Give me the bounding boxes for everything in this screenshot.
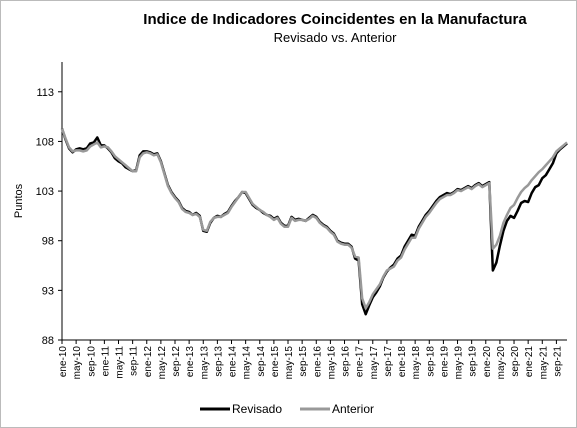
y-tick-label: 113	[36, 87, 54, 99]
x-tick-label: may-18	[411, 346, 422, 380]
x-tick-label: sep-19	[468, 346, 479, 377]
x-tick-label: may-21	[538, 346, 549, 380]
y-tick-label: 93	[42, 285, 54, 297]
x-tick-label: sep-16	[341, 346, 352, 377]
x-tick-label: ene-14	[228, 346, 239, 378]
x-tick-label: sep-14	[256, 346, 267, 377]
x-tick-label: may-11	[115, 346, 126, 379]
x-tick-label: may-15	[284, 346, 295, 380]
chart-title: Indice de Indicadores Coincidentes en la…	[143, 11, 527, 28]
x-tick-label: may-20	[496, 346, 507, 380]
x-tick-label: may-10	[72, 346, 83, 380]
x-tick-label: ene-17	[355, 346, 366, 378]
x-tick-label: may-17	[369, 346, 380, 380]
x-tick-label: ene-16	[312, 346, 323, 378]
x-tick-label: may-19	[454, 346, 465, 380]
chart-subtitle: Revisado vs. Anterior	[274, 30, 398, 45]
x-tick-label: ene-21	[524, 346, 535, 378]
x-tick-label: may-14	[242, 346, 253, 380]
x-tick-label: ene-13	[185, 346, 196, 378]
y-tick-label: 108	[36, 136, 54, 148]
x-tick-label: sep-13	[213, 346, 224, 377]
x-tick-label: sep-10	[86, 346, 97, 377]
x-tick-label: sep-15	[298, 346, 309, 377]
x-tick-label: sep-18	[425, 346, 436, 377]
x-tick-label: may-12	[157, 346, 168, 380]
x-tick-label: sep-11	[129, 346, 140, 376]
y-tick-label: 98	[42, 236, 54, 248]
x-tick-label: ene-12	[143, 346, 154, 378]
x-tick-label: sep-21	[552, 346, 563, 377]
x-tick-label: ene-10	[58, 346, 69, 378]
legend-label: Anterior	[332, 402, 374, 416]
x-tick-label: sep-12	[171, 346, 182, 377]
y-axis-label: Puntos	[13, 183, 25, 218]
y-tick-label: 103	[36, 186, 54, 198]
x-tick-label: may-16	[326, 346, 337, 380]
x-tick-label: sep-20	[510, 346, 521, 377]
y-tick-label: 88	[42, 335, 54, 347]
line-series	[60, 128, 568, 310]
x-tick-label: ene-18	[397, 346, 408, 378]
x-tick-label: ene-15	[270, 346, 281, 378]
x-tick-label: sep-17	[383, 346, 394, 377]
legend-label: Revisado	[232, 402, 282, 416]
x-tick-label: ene-20	[482, 346, 493, 378]
x-tick-label: ene-11	[100, 346, 111, 377]
x-tick-label: ene-19	[439, 346, 450, 378]
x-tick-label: may-13	[199, 346, 210, 380]
